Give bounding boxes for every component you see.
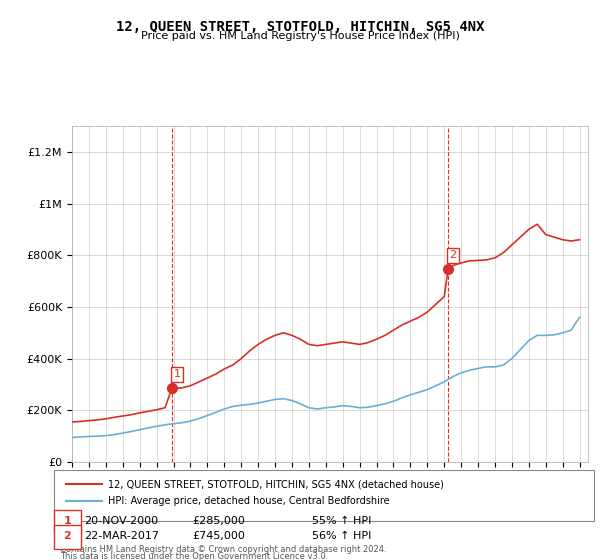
Text: 12, QUEEN STREET, STOTFOLD, HITCHIN, SG5 4NX (detached house): 12, QUEEN STREET, STOTFOLD, HITCHIN, SG5… [108, 479, 444, 489]
Text: Price paid vs. HM Land Registry's House Price Index (HPI): Price paid vs. HM Land Registry's House … [140, 31, 460, 41]
Text: 1: 1 [64, 516, 71, 526]
Text: £285,000: £285,000 [192, 516, 245, 526]
Text: 22-MAR-2017: 22-MAR-2017 [84, 531, 159, 542]
Text: This data is licensed under the Open Government Licence v3.0.: This data is licensed under the Open Gov… [60, 552, 328, 560]
Text: Contains HM Land Registry data © Crown copyright and database right 2024.: Contains HM Land Registry data © Crown c… [60, 545, 386, 554]
Text: 12, QUEEN STREET, STOTFOLD, HITCHIN, SG5 4NX: 12, QUEEN STREET, STOTFOLD, HITCHIN, SG5… [116, 20, 484, 34]
Text: £745,000: £745,000 [192, 531, 245, 542]
Text: HPI: Average price, detached house, Central Bedfordshire: HPI: Average price, detached house, Cent… [108, 496, 389, 506]
Text: 1: 1 [173, 369, 181, 379]
Text: 56% ↑ HPI: 56% ↑ HPI [312, 531, 371, 542]
Text: 2: 2 [64, 531, 71, 542]
Text: 55% ↑ HPI: 55% ↑ HPI [312, 516, 371, 526]
Text: 2: 2 [449, 250, 457, 260]
Text: 20-NOV-2000: 20-NOV-2000 [84, 516, 158, 526]
